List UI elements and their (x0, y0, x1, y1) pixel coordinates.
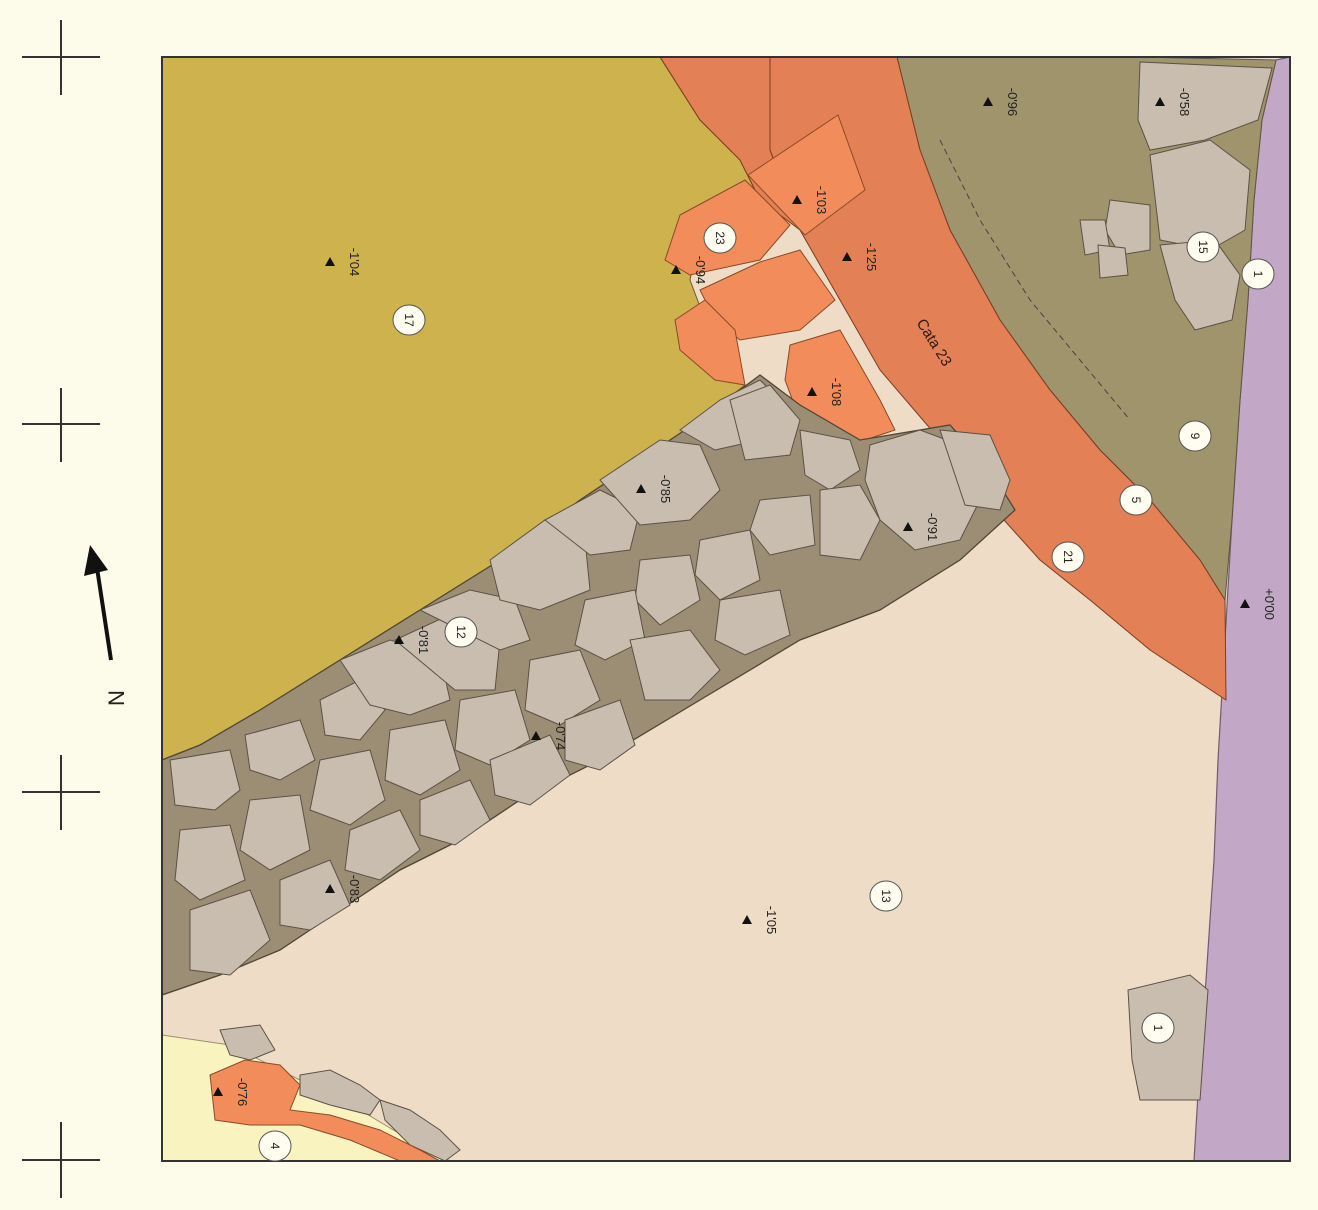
cata-outline (939, 139, 1131, 421)
elevation-triangle (1155, 97, 1165, 106)
elevation-value: +0'00 (1262, 588, 1277, 620)
elevation-value: -0'81 (416, 626, 431, 655)
elevation-triangle (1240, 599, 1250, 608)
elevation-point: -0'76 (213, 1078, 250, 1107)
strata-label: 15 (1186, 231, 1220, 263)
elevation-markers: -1'04 -1'05 -0'74 -0'83 -0'81 -0'85 -0'91 -0'96… (213, 88, 1277, 1107)
map-frame (161, 56, 1291, 1162)
strata-number: 4 (268, 1143, 282, 1150)
north-arrow-head (84, 545, 108, 576)
grid-cross-1 (22, 20, 100, 95)
elevation-point: -1'03 (792, 186, 829, 215)
elevation-value: -0'85 (658, 475, 673, 504)
elevation-triangle (671, 265, 681, 274)
grid-crosses (22, 20, 100, 1198)
elevation-triangle (325, 884, 335, 893)
elevation-triangle (792, 195, 802, 204)
elevation-value: -0'74 (553, 722, 568, 751)
strata-number: 13 (879, 889, 893, 903)
elevation-value: -1'08 (829, 378, 844, 407)
elevation-point: -1'08 (807, 378, 844, 407)
strata-circle (444, 616, 478, 648)
elevation-value: -0'83 (347, 875, 362, 904)
elevation-value: -0'91 (925, 513, 940, 542)
ue9-stones (1079, 61, 1273, 331)
elevation-value: -0'94 (693, 256, 708, 285)
strata-circle (869, 880, 903, 912)
strata-label: 21 (1051, 541, 1085, 573)
elevation-value: -0'76 (235, 1078, 250, 1107)
elevation-triangle (742, 915, 752, 924)
elevation-triangle (394, 635, 404, 644)
elevation-point: -1'25 (842, 243, 879, 272)
strata-label: 4 (258, 1130, 292, 1162)
elevation-value: -1'04 (347, 248, 362, 277)
strata-number: 15 (1196, 240, 1210, 254)
elevation-value: -0'58 (1177, 88, 1192, 117)
strata-circle (1141, 1012, 1175, 1044)
elevation-point: -0'83 (325, 875, 362, 904)
strata-label: 5 (1119, 484, 1153, 516)
north-label: N (104, 690, 129, 706)
strata-number: 5 (1129, 497, 1143, 504)
ue21-fill (769, 57, 1227, 701)
strata-number: 23 (713, 231, 727, 245)
strata-label: 13 (869, 880, 903, 912)
strata-circle (1186, 231, 1220, 263)
elevation-value: -1'25 (864, 243, 879, 272)
strata-circle (392, 304, 426, 336)
strata-label: 23 (703, 222, 737, 254)
strata-number: 21 (1061, 550, 1075, 564)
strata-number: 12 (454, 625, 468, 639)
strata-circle (1119, 484, 1153, 516)
elevation-point: -0'85 (636, 475, 673, 504)
elevation-point: -0'96 (983, 88, 1020, 117)
elevation-point: -0'58 (1155, 88, 1192, 117)
elevation-triangle (636, 484, 646, 493)
elevation-point: -0'94 (671, 256, 708, 285)
grid-cross-4 (22, 1122, 100, 1198)
wall-stones (169, 379, 1011, 976)
ue4-stones (209, 1024, 461, 1161)
strata-circle (703, 222, 737, 254)
elevation-point: -1'04 (325, 248, 362, 277)
elevation-value: -0'96 (1005, 88, 1020, 117)
elevation-triangle (842, 252, 852, 261)
grid-cross-3 (22, 755, 100, 830)
elevation-triangle (903, 522, 913, 531)
north-arrow: N (84, 545, 129, 706)
elevation-triangle (807, 387, 817, 396)
elevation-triangle (531, 731, 541, 740)
strata-circle (1178, 420, 1212, 452)
elevation-point: +0'00 (1240, 588, 1277, 620)
strata-label: 1 (1241, 258, 1275, 290)
strata-circle (258, 1130, 292, 1162)
strata-circle (1051, 541, 1085, 573)
strata-number: 1 (1151, 1025, 1165, 1032)
elevation-point: -0'81 (394, 626, 431, 655)
strata-label: 12 (444, 616, 478, 648)
strata-number: 17 (402, 313, 416, 327)
elevation-point: -0'74 (531, 722, 568, 751)
strata-number: 1 (1251, 271, 1265, 278)
elevation-point: -0'91 (903, 513, 940, 542)
strata-label: 17 (392, 304, 426, 336)
elevation-point: -1'05 (742, 906, 779, 935)
elevation-triangle (325, 257, 335, 266)
strata-number: 9 (1188, 433, 1202, 440)
grid-cross-2 (22, 388, 100, 462)
elevation-value: -1'03 (814, 186, 829, 215)
strata-circle (1241, 258, 1275, 290)
strata-label: 9 (1178, 420, 1212, 452)
strata-label: 1 (1141, 1012, 1175, 1044)
map-body (162, 57, 1290, 1161)
elevation-triangle (213, 1087, 223, 1096)
elevation-value: -1'05 (764, 906, 779, 935)
elevation-triangle (983, 97, 993, 106)
